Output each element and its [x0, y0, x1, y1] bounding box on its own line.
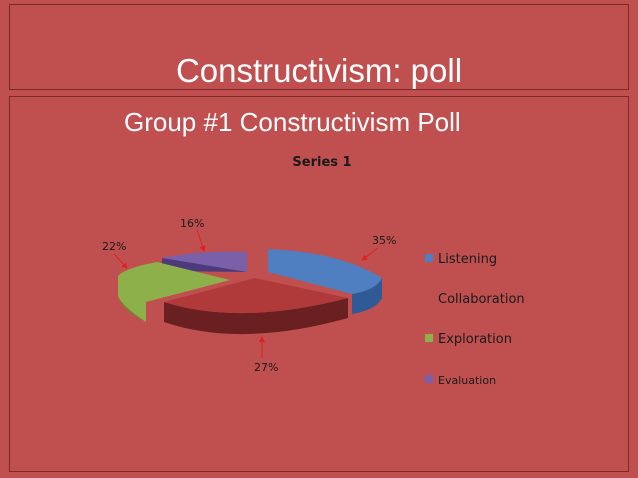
legend-swatch-evaluation [425, 375, 433, 383]
slice-collaboration [164, 278, 348, 314]
slide-heading: Group #1 Constructivism Poll [124, 107, 461, 137]
legend-exploration: Exploration [438, 332, 512, 347]
legend: Listening Collaboration Exploration Eval… [425, 252, 525, 387]
legend-swatch-listening [425, 254, 433, 262]
slice-listening [268, 249, 382, 294]
legend-swatch-exploration [425, 334, 433, 342]
label-exploration: 22% [102, 240, 126, 253]
slide-title: Constructivism: poll [175, 52, 463, 89]
legend-collaboration: Collaboration [438, 292, 525, 307]
legend-listening: Listening [438, 252, 497, 267]
arrow-evaluation [196, 229, 206, 252]
pie-slices [118, 249, 382, 335]
chart-title: Series 1 [292, 155, 351, 170]
data-labels: 35% 27% 22% 16% [102, 217, 396, 374]
arrow-listening [361, 247, 379, 261]
slice-evaluation [162, 251, 247, 272]
legend-evaluation: Evaluation [438, 374, 496, 387]
label-evaluation: 16% [180, 217, 204, 230]
arrow-exploration [113, 253, 128, 269]
slice-exploration [118, 262, 230, 322]
label-listening: 35% [372, 234, 396, 247]
label-collaboration: 27% [254, 361, 278, 374]
slice-collaboration-side [164, 298, 348, 335]
title-bar: Constructivism: poll [9, 4, 629, 90]
